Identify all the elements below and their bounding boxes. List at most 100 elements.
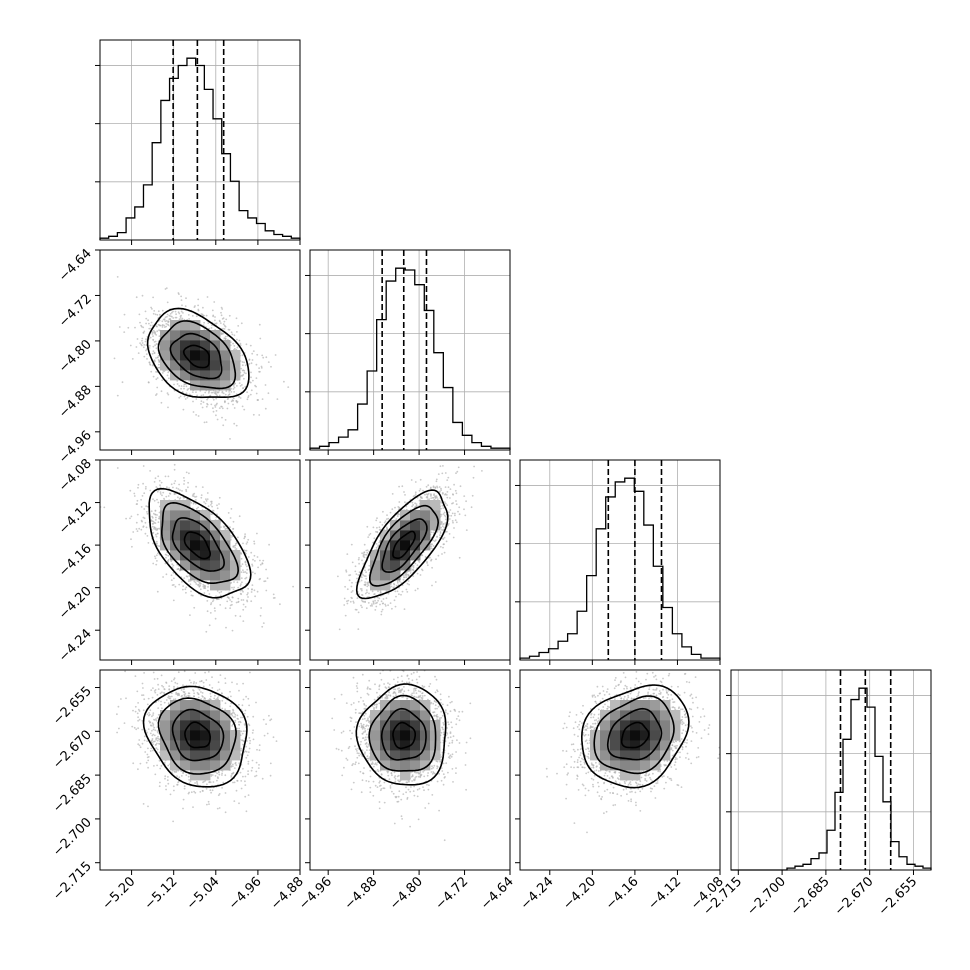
- x-tick-label: −4.96: [296, 874, 335, 913]
- density-grid: [160, 700, 241, 781]
- inner-y-ticks-3-1: [305, 687, 310, 864]
- x-tick-label: −2.655: [876, 874, 921, 919]
- contour-line: [620, 721, 650, 749]
- x-tick-label: −2.670: [832, 874, 877, 919]
- hist-panel-1: [305, 249, 511, 451]
- x-tick-label: −2.700: [744, 874, 789, 919]
- hist-panel-0: [95, 39, 301, 241]
- panel-frame: [99, 39, 301, 241]
- y-tick-label: −2.700: [50, 815, 95, 860]
- contour-line: [148, 487, 252, 599]
- contour-line: [169, 332, 223, 380]
- y-tick-label: −4.16: [56, 541, 95, 580]
- y-tick-label: −4.24: [56, 626, 95, 665]
- y-axis-2: −4.24−4.20−4.16−4.12−4.08: [56, 456, 100, 665]
- contour-line: [183, 531, 211, 560]
- y-tick-label: −4.96: [56, 428, 95, 467]
- contour-line: [380, 707, 427, 761]
- panel-frame: [309, 669, 511, 871]
- y-tick-label: −4.88: [56, 383, 95, 422]
- inner-x-ticks-1-0: [131, 450, 301, 455]
- contour-line: [355, 489, 449, 600]
- contour-line: [368, 694, 437, 772]
- contour-line: [146, 307, 250, 399]
- scatter-panel-3-1: [309, 669, 511, 871]
- x-tick-label: −4.72: [433, 874, 472, 913]
- histogram-step: [99, 57, 301, 240]
- hist-panel-3: [726, 669, 932, 871]
- x-tick-label: −2.685: [788, 874, 833, 919]
- y-axis-1: −4.96 −4.88 −4.80 −4.72 −4.64: [56, 246, 100, 467]
- x-tick-label: −4.88: [342, 874, 381, 913]
- x-tick-label: −4.24: [518, 874, 557, 913]
- histogram-step: [309, 267, 511, 450]
- inner-y-ticks-3-2: [515, 687, 520, 864]
- contour-line: [392, 721, 416, 750]
- hist-panel-2: [515, 459, 721, 661]
- x-tick-label: −4.12: [645, 874, 684, 913]
- panel-frame: [519, 459, 721, 661]
- contour-line: [171, 517, 225, 572]
- y-tick-label: −4.20: [56, 584, 95, 623]
- y-tick-label: −2.685: [50, 771, 95, 816]
- inner-y-ticks-2-1: [305, 459, 310, 631]
- panel-frame: [519, 669, 721, 871]
- panel-frame: [99, 669, 301, 871]
- inner-x-ticks-2-1: [327, 660, 511, 665]
- y-tick-label: −2.670: [50, 728, 95, 773]
- x-axis-0: −5.20 −5.12 −5.04 −4.96 −4.88: [100, 870, 307, 913]
- inner-x-ticks-1-1: [327, 450, 511, 455]
- histogram-step: [731, 687, 932, 871]
- x-axis-1: −4.96 −4.88 −4.80 −4.72 −4.64: [296, 870, 517, 913]
- contour-line: [355, 683, 447, 786]
- panel-frame: [99, 459, 301, 661]
- contour-line: [392, 530, 416, 559]
- x-tick-label: −5.20: [100, 874, 139, 913]
- scatter-panel-2-1: [309, 459, 511, 661]
- x-axis-2: −4.24 −4.20 −4.16 −4.12 −4.08: [518, 870, 727, 913]
- contour-line: [182, 344, 210, 369]
- contour-line: [593, 695, 675, 775]
- panel-frame: [309, 459, 511, 661]
- contour-line: [142, 685, 248, 788]
- x-tick-label: −4.80: [387, 874, 426, 913]
- scatter-panel-2-0: [99, 459, 301, 661]
- panel-background: [731, 670, 931, 870]
- contour-line: [606, 707, 663, 761]
- x-tick-label: −4.16: [603, 874, 642, 913]
- y-axis-3: −2.715−2.700−2.685−2.670−2.655: [50, 684, 100, 904]
- histogram-step: [519, 477, 721, 660]
- panel-background: [520, 460, 720, 660]
- contour-line: [369, 504, 440, 587]
- x-tick-label: −5.12: [142, 874, 181, 913]
- scatter-panel-3-0: [99, 669, 301, 871]
- contour-line: [381, 518, 428, 573]
- x-axis-3: −2.715 −2.700 −2.685 −2.670 −2.655: [701, 870, 921, 919]
- y-tick-label: −2.715: [50, 859, 95, 904]
- x-tick-label: −5.04: [184, 874, 223, 913]
- contour-line: [161, 501, 240, 584]
- panel-background: [100, 40, 300, 240]
- y-tick-label: −4.80: [56, 337, 95, 376]
- panel-frame: [99, 249, 301, 451]
- y-tick-label: −4.72: [56, 292, 95, 331]
- x-tick-label: −4.20: [560, 874, 599, 913]
- contour-line: [171, 708, 225, 762]
- panel-background: [310, 250, 510, 450]
- x-tick-label: −4.96: [226, 874, 265, 913]
- x-tick-label: −4.64: [478, 874, 517, 913]
- inner-x-ticks-2-0: [131, 660, 301, 665]
- contour-line: [157, 320, 237, 390]
- contour-line: [184, 721, 211, 749]
- panel-frame: [309, 249, 511, 451]
- inner-x-ticks-0-0: [131, 240, 301, 245]
- scatter-panel-3-2: [519, 669, 721, 871]
- inner-x-ticks-2-2: [549, 660, 721, 665]
- contour-line: [580, 684, 690, 789]
- panel-frame: [730, 669, 932, 871]
- contour-line: [157, 697, 237, 775]
- scatter-panel-1-0: [99, 249, 301, 451]
- y-tick-label: −2.655: [50, 684, 95, 729]
- y-tick-label: −4.12: [56, 499, 95, 538]
